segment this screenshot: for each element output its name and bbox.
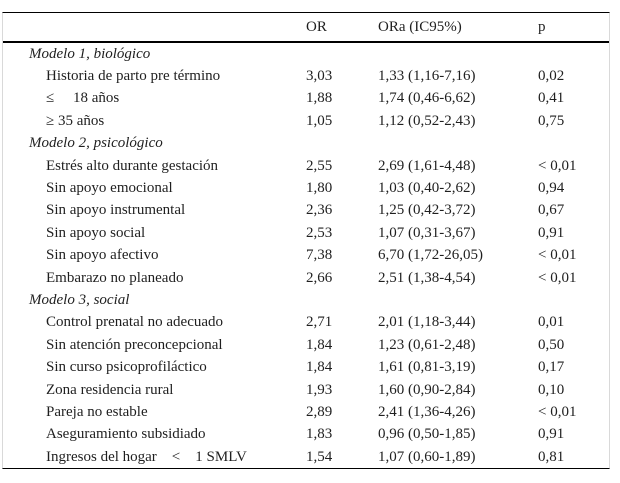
ora-value: 1,25 (0,42-3,72) (378, 203, 476, 219)
row-label: Estrés alto durante gestación (46, 158, 219, 174)
p-value: < 0,01 (538, 404, 577, 420)
row-label: Sin atención preconcepcional (46, 337, 223, 353)
table-row: ≤ 18 años 1,88 1,74 (0,46-6,62) 0,41 (3, 88, 609, 110)
p-value: 0,50 (538, 337, 565, 353)
or-value: 2,55 (306, 158, 333, 174)
p-value: 0,91 (538, 427, 565, 443)
p-value: 0,02 (538, 69, 565, 85)
ora-value: 2,01 (1,18-3,44) (378, 315, 476, 331)
or-value: 1,80 (306, 181, 333, 197)
row-label: Sin apoyo instrumental (46, 203, 186, 219)
row-label: Control prenatal no adecuado (46, 315, 224, 331)
table-row: Pareja no estable 2,89 2,41 (1,36-4,26) … (3, 401, 609, 423)
ora-value: 2,51 (1,38-4,54) (378, 270, 476, 286)
row-label: Embarazo no planeado (46, 270, 184, 286)
table-row: Historia de parto pre término 3,03 1,33 … (3, 65, 609, 87)
section-title: Modelo 2, psicológico (29, 136, 163, 152)
or-value: 1,54 (306, 449, 333, 465)
table-row: Sin atención preconcepcional 1,84 1,23 (… (3, 334, 609, 356)
table-row: Control prenatal no adecuado 2,71 2,01 (… (3, 312, 609, 334)
table-row: Ingresos del hogar < 1 SMLV 1,54 1,07 (0… (3, 446, 609, 468)
results-table: OR ORa (IC95%) p Modelo 1, biológico His… (2, 12, 610, 470)
or-value: 2,53 (306, 225, 333, 241)
ora-value: 2,41 (1,36-4,26) (378, 404, 476, 420)
p-value: 0,41 (538, 91, 565, 107)
or-value: 1,83 (306, 427, 333, 443)
section-header-row: Modelo 2, psicológico (3, 133, 609, 155)
ora-value: 1,33 (1,16-7,16) (378, 69, 476, 85)
row-label: Zona residencia rural (46, 382, 174, 398)
row-label: ≥ 35 años (46, 113, 105, 129)
p-value: 0,81 (538, 449, 565, 465)
p-value: < 0,01 (538, 270, 577, 286)
row-label: Historia de parto pre término (46, 69, 221, 85)
table-row: Aseguramiento subsidiado 1,83 0,96 (0,50… (3, 424, 609, 446)
table-row: Sin curso psicoprofiláctico 1,84 1,61 (0… (3, 356, 609, 378)
ora-value: 1,61 (0,81-3,19) (378, 360, 476, 376)
or-value: 1,93 (306, 382, 333, 398)
table-row: ≥ 35 años 1,05 1,12 (0,52-2,43) 0,75 (3, 110, 609, 132)
row-label: Ingresos del hogar < 1 SMLV (46, 449, 247, 465)
row-label: Pareja no estable (46, 404, 148, 420)
ora-value: 1,07 (0,31-3,67) (378, 225, 476, 241)
table-header-row: OR ORa (IC95%) p (3, 13, 609, 43)
row-label: Sin apoyo social (46, 225, 146, 241)
section-header-row: Modelo 3, social (3, 289, 609, 311)
p-value: 0,67 (538, 203, 565, 219)
or-value: 7,38 (306, 248, 333, 264)
p-value: 0,17 (538, 360, 565, 376)
ora-value: 1,07 (0,60-1,89) (378, 449, 476, 465)
row-label: Sin apoyo emocional (46, 181, 173, 197)
p-value: 0,10 (538, 382, 565, 398)
ora-value: 1,23 (0,61-2,48) (378, 337, 476, 353)
or-value: 2,89 (306, 404, 333, 420)
section-header-row: Modelo 1, biológico (3, 43, 609, 65)
ora-value: 2,69 (1,61-4,48) (378, 158, 476, 174)
column-header-p: p (538, 19, 546, 35)
p-value: 0,01 (538, 315, 565, 331)
row-label: ≤ 18 años (46, 91, 120, 107)
ora-value: 1,03 (0,40-2,62) (378, 181, 476, 197)
section-title: Modelo 3, social (29, 292, 130, 308)
section-title: Modelo 1, biológico (29, 46, 151, 62)
or-value: 2,66 (306, 270, 333, 286)
table-row: Sin apoyo social 2,53 1,07 (0,31-3,67) 0… (3, 222, 609, 244)
ora-value: 1,12 (0,52-2,43) (378, 113, 476, 129)
or-value: 2,36 (306, 203, 333, 219)
ora-value: 6,70 (1,72-26,05) (378, 248, 483, 264)
p-value: 0,91 (538, 225, 565, 241)
p-value: 0,94 (538, 181, 565, 197)
p-value: < 0,01 (538, 158, 577, 174)
p-value: 0,75 (538, 113, 565, 129)
or-value: 1,84 (306, 360, 333, 376)
ora-value: 1,60 (0,90-2,84) (378, 382, 476, 398)
ora-value: 1,74 (0,46-6,62) (378, 91, 476, 107)
row-label: Sin apoyo afectivo (46, 248, 159, 264)
table-row: Sin apoyo instrumental 2,36 1,25 (0,42-3… (3, 200, 609, 222)
or-value: 1,05 (306, 113, 333, 129)
table-row: Zona residencia rural 1,93 1,60 (0,90-2,… (3, 379, 609, 401)
or-value: 3,03 (306, 69, 333, 85)
table-row: Embarazo no planeado 2,66 2,51 (1,38-4,5… (3, 267, 609, 289)
table-row: Sin apoyo afectivo 7,38 6,70 (1,72-26,05… (3, 245, 609, 267)
or-value: 1,84 (306, 337, 333, 353)
or-value: 1,88 (306, 91, 333, 107)
or-value: 2,71 (306, 315, 333, 331)
ora-value: 0,96 (0,50-1,85) (378, 427, 476, 443)
table-row: Estrés alto durante gestación 2,55 2,69 … (3, 155, 609, 177)
table-row: Sin apoyo emocional 1,80 1,03 (0,40-2,62… (3, 177, 609, 199)
column-header-or: OR (306, 19, 327, 35)
row-label: Aseguramiento subsidiado (46, 427, 206, 443)
column-header-ora: ORa (IC95%) (378, 19, 462, 35)
row-label: Sin curso psicoprofiláctico (46, 360, 207, 376)
p-value: < 0,01 (538, 248, 577, 264)
